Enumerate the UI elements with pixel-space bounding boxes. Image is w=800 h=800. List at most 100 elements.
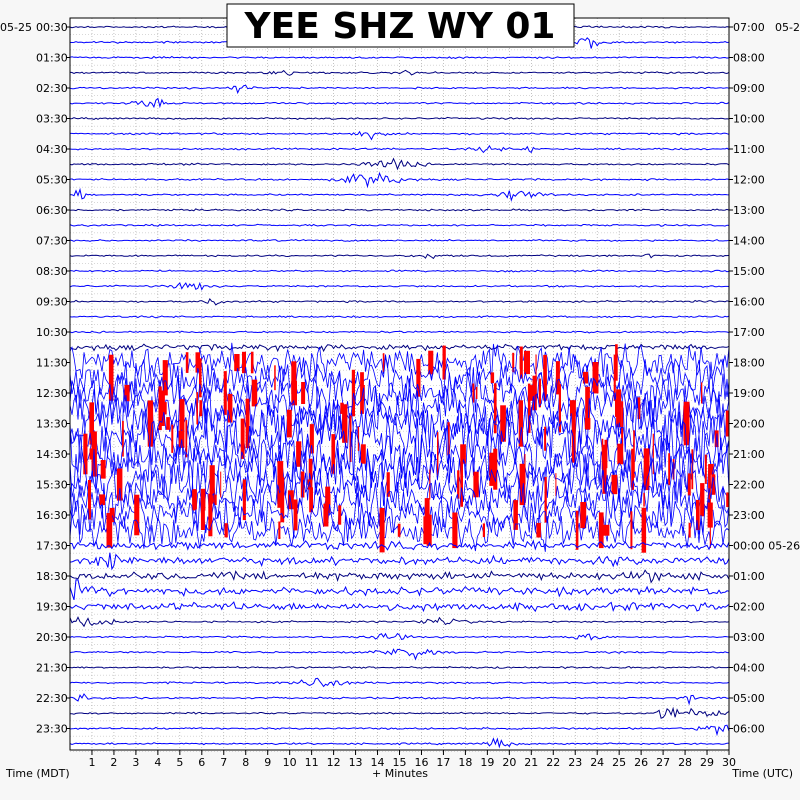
x-tick-label: 16 bbox=[414, 756, 428, 769]
x-tick-label: 22 bbox=[546, 756, 560, 769]
clipped-spike bbox=[442, 345, 446, 380]
x-tick-label: 8 bbox=[242, 756, 249, 769]
clipped-spike bbox=[691, 449, 694, 490]
x-tick-label: 4 bbox=[154, 756, 161, 769]
x-tick-label: 21 bbox=[524, 756, 538, 769]
left-time-label: 15:30 bbox=[36, 479, 68, 492]
clipped-spike bbox=[280, 477, 285, 523]
clipped-spike bbox=[220, 471, 222, 498]
clipped-spike bbox=[532, 375, 537, 411]
clipped-spike bbox=[630, 511, 633, 550]
clipped-spike bbox=[570, 400, 576, 417]
left-time-label: 12:30 bbox=[36, 387, 68, 400]
x-tick-label: 19 bbox=[480, 756, 494, 769]
seismic-trace bbox=[69, 405, 730, 473]
left-time-label: 06:30 bbox=[36, 204, 68, 217]
clipped-spike bbox=[637, 397, 641, 420]
clipped-spike bbox=[473, 471, 479, 498]
clipped-spike bbox=[160, 390, 165, 426]
clipped-spike bbox=[99, 494, 105, 506]
clipped-spike bbox=[519, 463, 526, 506]
right-time-label: 05:00 bbox=[733, 692, 765, 705]
right-time-label: 17:00 bbox=[733, 326, 765, 339]
right-time-label: 16:00 bbox=[733, 296, 765, 309]
clipped-spike bbox=[158, 386, 162, 431]
x-tick-label: 30 bbox=[722, 756, 736, 769]
clipped-spike bbox=[493, 448, 498, 490]
left-date-label: 05-25 bbox=[0, 21, 32, 34]
clipped-spike bbox=[482, 523, 485, 538]
clipped-spike bbox=[308, 458, 313, 480]
right-time-label: 11:00 bbox=[733, 143, 765, 156]
clipped-spike bbox=[386, 472, 390, 497]
seismic-trace bbox=[69, 253, 730, 260]
x-tick-label: 27 bbox=[656, 756, 670, 769]
seismic-trace bbox=[69, 436, 730, 499]
right-time-label: 08:00 bbox=[733, 52, 765, 65]
clipped-spike bbox=[162, 360, 168, 396]
clipped-spike bbox=[687, 473, 691, 496]
left-time-label: 19:30 bbox=[36, 601, 68, 614]
right-time-label: 06:00 bbox=[733, 723, 765, 736]
seismic-trace bbox=[69, 97, 730, 109]
right-time-label: 01:00 bbox=[733, 570, 765, 583]
clipped-spike bbox=[530, 385, 534, 401]
left-time-label: 04:30 bbox=[36, 143, 68, 156]
clipped-spike bbox=[162, 402, 167, 415]
right-time-label: 04:00 bbox=[733, 662, 765, 675]
right-time-label: 23:00 bbox=[733, 509, 765, 522]
clipped-spike bbox=[340, 402, 344, 414]
clipped-spike bbox=[328, 494, 331, 506]
right-time-label: 00:00 05-26 bbox=[733, 540, 800, 553]
left-time-label: 21:30 bbox=[36, 662, 68, 675]
clipped-spike bbox=[124, 384, 130, 402]
x-tick-label: 23 bbox=[568, 756, 582, 769]
x-tick-label: 12 bbox=[327, 756, 341, 769]
clipped-spike bbox=[457, 470, 460, 499]
clipped-spike bbox=[309, 424, 314, 454]
clipped-spike bbox=[251, 379, 258, 407]
x-tick-label: 18 bbox=[458, 756, 472, 769]
clipped-spike bbox=[580, 502, 587, 529]
clipped-spike bbox=[613, 354, 616, 401]
x-axis-label: + Minutes bbox=[372, 767, 428, 780]
x-tick-label: 13 bbox=[349, 756, 363, 769]
clipped-spike bbox=[166, 417, 170, 430]
clipped-spike bbox=[323, 503, 329, 527]
clipped-spike bbox=[558, 384, 561, 433]
left-time-label: 00:30 bbox=[36, 21, 68, 34]
seismic-trace bbox=[70, 693, 729, 706]
x-tick-label: 5 bbox=[176, 756, 183, 769]
clipped-spike bbox=[617, 443, 624, 465]
clipped-spike bbox=[325, 486, 331, 513]
x-tick-label: 7 bbox=[220, 756, 227, 769]
right-date-label: 05-2 bbox=[775, 21, 800, 34]
clipped-spike bbox=[524, 350, 530, 375]
clipped-spike bbox=[242, 351, 246, 374]
x-tick-label: 20 bbox=[502, 756, 516, 769]
clipped-spike bbox=[293, 499, 298, 531]
clipped-spike bbox=[382, 353, 385, 372]
clipped-spike bbox=[379, 508, 385, 553]
seismic-trace bbox=[69, 69, 730, 76]
clipped-spike bbox=[224, 523, 228, 538]
clipped-spike bbox=[447, 422, 450, 456]
seismic-trace bbox=[69, 330, 730, 334]
clipped-spike bbox=[199, 358, 202, 398]
clipped-spike bbox=[250, 351, 254, 374]
clipped-spike bbox=[134, 494, 140, 536]
clipped-spike bbox=[490, 372, 495, 384]
seismic-trace bbox=[69, 677, 730, 688]
clipped-spike bbox=[493, 383, 497, 434]
clipped-spike bbox=[602, 444, 607, 494]
clipped-spike bbox=[360, 372, 364, 414]
seismic-trace bbox=[69, 453, 730, 512]
title-box-frame bbox=[226, 3, 575, 48]
seismic-trace bbox=[69, 223, 730, 227]
clipped-spike bbox=[83, 433, 88, 475]
clipped-spike bbox=[598, 512, 604, 549]
x-tick-label: 3 bbox=[132, 756, 139, 769]
clipped-spike bbox=[178, 430, 184, 447]
left-time-label: 16:30 bbox=[36, 509, 68, 522]
clipped-spike bbox=[274, 365, 276, 391]
